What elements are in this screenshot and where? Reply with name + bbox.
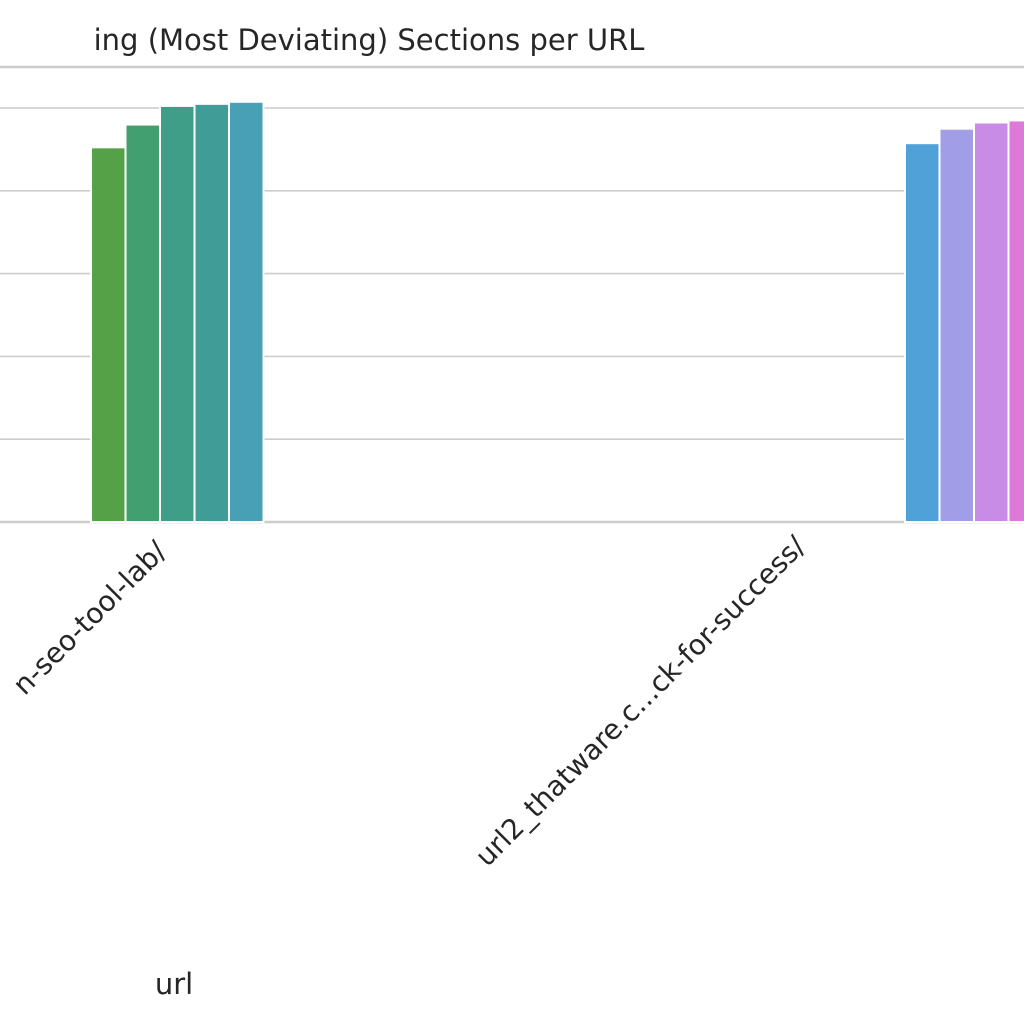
bar (904, 142, 941, 523)
bar (228, 100, 265, 523)
chart-title: ing (Most Deviating) Sections per URL (94, 23, 645, 57)
bar (973, 121, 1010, 524)
bar (938, 127, 975, 523)
bar (1007, 119, 1024, 523)
x-tick-label: url2_thatware.c...ck-for-success/ (469, 529, 813, 873)
bar (90, 146, 127, 524)
bar (193, 102, 230, 524)
x-tick-labels: n-seo-tool-lab/url2_thatware.c...ck-for-… (6, 529, 812, 873)
bars (90, 100, 1024, 524)
bar (124, 123, 161, 523)
x-axis-label: url (155, 967, 193, 1001)
x-tick-label: n-seo-tool-lab/ (6, 534, 173, 701)
bar (159, 104, 196, 524)
